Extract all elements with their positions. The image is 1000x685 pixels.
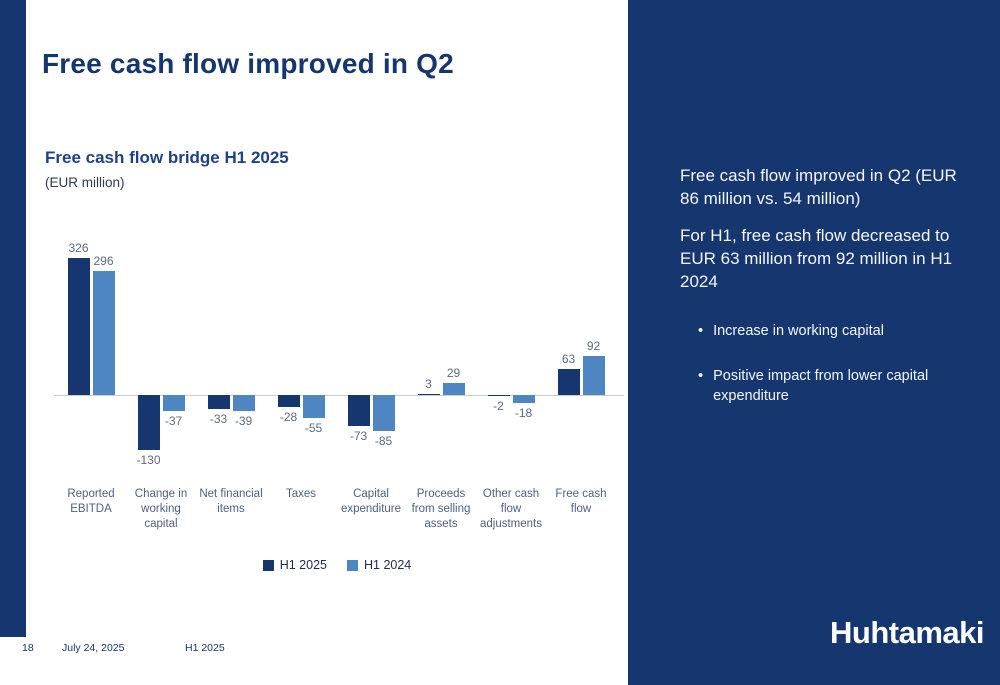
bar-value-label: 29 xyxy=(446,366,461,380)
bar-h1-2024 xyxy=(512,395,535,403)
chart-heading: Free cash flow bridge H1 2025 xyxy=(45,148,289,167)
bar-h1-2024 xyxy=(162,395,185,411)
bar-value-label: -28 xyxy=(279,410,298,424)
bullet-working-capital: • Increase in working capital xyxy=(680,322,958,342)
bar-group: 3 29 xyxy=(406,235,476,475)
right-panel: Free cash flow improved in Q2 (EUR 86 mi… xyxy=(628,0,1000,685)
bullet-text: Positive impact from lower capital expen… xyxy=(713,368,929,404)
bar-h1-2024 xyxy=(442,383,465,395)
footer-page-number: 18 xyxy=(22,642,34,654)
slide-title: Free cash flow improved in Q2 xyxy=(42,48,454,79)
bar-value-label: -55 xyxy=(304,421,323,435)
left-accent-strip xyxy=(0,0,26,637)
category-label: Proceeds from selling assets xyxy=(411,488,471,530)
bar-group: 326 296 xyxy=(56,235,126,475)
chart-unit-label: (EUR million) xyxy=(45,175,125,190)
bullet-text: Increase in working capital xyxy=(713,322,884,339)
category-label: Taxes xyxy=(285,488,317,500)
bar-group: -28 -55 xyxy=(266,235,336,475)
bullet-icon: • xyxy=(698,368,704,385)
bar-value-label: 3 xyxy=(425,377,432,391)
bar-h1-2025 xyxy=(277,395,300,407)
bar-value-label: -18 xyxy=(514,406,533,420)
legend-swatch xyxy=(347,559,358,571)
category-label: Capital expenditure xyxy=(340,488,402,515)
panel-paragraph-h1: For H1, free cash flow decreased to EUR … xyxy=(680,225,953,291)
bar-value-label: 326 xyxy=(68,241,89,255)
bar-value-label: -130 xyxy=(136,453,161,467)
bar-h1-2024 xyxy=(302,395,325,418)
bar-value-label: -37 xyxy=(164,414,183,428)
legend-label: H1 2025 xyxy=(279,558,327,572)
bar-h1-2025 xyxy=(557,369,580,395)
bar-group: -33 -39 xyxy=(196,235,266,475)
legend-swatch xyxy=(262,559,274,571)
category-label: Other cash flow adjustments xyxy=(479,488,542,530)
legend-item: H1 2024 xyxy=(347,558,411,572)
bar-group: -73 -85 xyxy=(336,235,406,475)
bar-h1-2024 xyxy=(232,395,255,411)
bar-group: -130 -37 xyxy=(126,235,196,475)
category-label: Free cash flow xyxy=(555,488,607,515)
footer-date: July 24, 2025 xyxy=(62,642,125,654)
bar-group: 63 92 xyxy=(546,235,616,475)
bar-value-label: -39 xyxy=(234,414,253,428)
bar-value-label: 296 xyxy=(93,254,114,268)
category-label: Change in working capital xyxy=(134,488,188,530)
bar-value-label: -33 xyxy=(209,412,228,426)
panel-paragraph-q2: Free cash flow improved in Q2 (EUR 86 mi… xyxy=(680,166,957,208)
bar-h1-2025 xyxy=(67,258,90,395)
huhtamaki-logo: Huhtamaki xyxy=(830,615,984,650)
bar-value-label: 63 xyxy=(561,352,576,366)
bar-h1-2025 xyxy=(207,395,230,409)
category-label: Net financial items xyxy=(199,488,263,515)
bar-h1-2025 xyxy=(347,395,370,426)
chart-categories: Reported EBITDA Change in working capital… xyxy=(56,487,618,532)
bar-h1-2025 xyxy=(137,395,160,450)
bar-h1-2024 xyxy=(92,271,115,395)
legend-item: H1 2025 xyxy=(262,558,327,572)
zero-axis-line xyxy=(54,395,624,396)
panel-bullets: • Increase in working capital • Positive… xyxy=(680,322,958,407)
chart-legend: H1 2025 H1 2024 xyxy=(56,558,618,572)
bar-value-label: -2 xyxy=(493,399,504,413)
bar-value-label: 92 xyxy=(586,339,601,353)
category-label: Reported EBITDA xyxy=(67,488,115,515)
legend-label: H1 2024 xyxy=(364,558,412,572)
bar-h1-2025 xyxy=(487,395,510,396)
bar-value-label: -73 xyxy=(349,429,368,443)
bar-h1-2024 xyxy=(582,356,605,395)
bar-h1-2025 xyxy=(417,394,440,395)
bar-h1-2024 xyxy=(372,395,395,431)
bullet-capital-expenditure: • Positive impact from lower capital exp… xyxy=(680,367,958,406)
chart-plot: 326 296 -130 -37 -33 -39 -28 -55 -73 -85 3 29 -2 -18 6… xyxy=(54,235,624,475)
bar-value-label: -85 xyxy=(374,434,393,448)
bar-group: -2 -18 xyxy=(476,235,546,475)
footer-period: H1 2025 xyxy=(185,642,225,654)
bullet-icon: • xyxy=(698,322,704,339)
